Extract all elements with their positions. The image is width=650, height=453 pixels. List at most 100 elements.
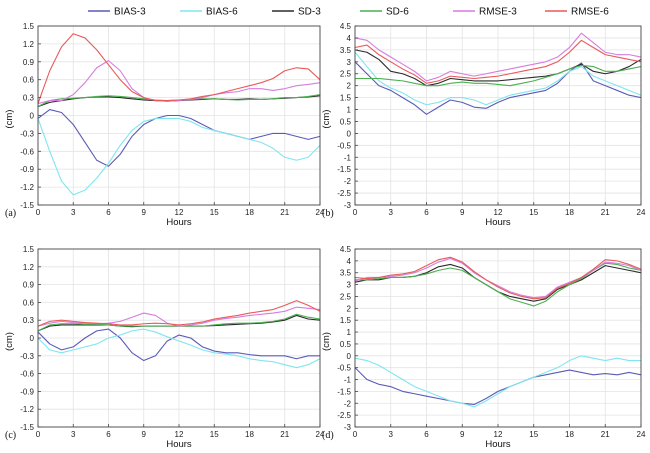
x-tick-label: 24 xyxy=(316,430,325,439)
x-axis-label: Hours xyxy=(166,217,192,228)
y-tick-label: -1.5 xyxy=(20,423,34,432)
y-tick-label: 1.5 xyxy=(340,94,352,103)
chart-panel-c: 0 3 6 9 12 15 18 21 24 1.5 1.2 0.9 0.6 0.3 0 -0.3 -0.6 -0… xyxy=(4,245,325,450)
y-tick-label: 1 xyxy=(347,328,352,337)
y-tick-label: 4 xyxy=(347,257,352,266)
y-tick-label: 0.6 xyxy=(23,76,35,85)
y-tick-label: 0.9 xyxy=(23,281,35,290)
chart-panel-b: 0 3 6 9 12 15 18 21 24 4.5 4 3.5 3 2.5 2 1.5 1 0.5 0 -0.5 -1… xyxy=(321,22,646,228)
y-tick-label: -0.3 xyxy=(20,352,34,361)
y-tick-label: -1.5 xyxy=(337,387,351,396)
series-line-rmse-3 xyxy=(37,60,321,105)
y-tick-label: 2 xyxy=(347,304,352,313)
y-tick-label: 0.3 xyxy=(23,316,35,325)
y-tick-label: -0.9 xyxy=(20,387,34,396)
legend-label-bias-6: BIAS-6 xyxy=(206,7,238,18)
x-tick-label: 21 xyxy=(601,430,610,439)
series-line-bias-3 xyxy=(37,328,321,362)
y-tick-label: -1 xyxy=(344,376,352,385)
y-tick-label: 4 xyxy=(347,34,352,43)
x-tick-label: 9 xyxy=(460,430,465,439)
legend-label-sd-6: SD-6 xyxy=(386,7,409,18)
x-tick-label: 3 xyxy=(71,430,76,439)
panel-label: (b) xyxy=(322,208,334,219)
x-tick-label: 21 xyxy=(280,208,289,217)
x-tick-label: 18 xyxy=(245,430,254,439)
x-tick-label: 18 xyxy=(565,430,574,439)
chart-panel-d: 0 3 6 9 12 15 18 21 24 4.5 4 3.5 3 2.5 2 1.5 1 0.5 0 -0.5 -1… xyxy=(321,245,646,450)
series-line-rmse-3 xyxy=(37,306,321,327)
x-tick-label: 24 xyxy=(637,430,646,439)
x-tick-label: 12 xyxy=(175,430,184,439)
x-tick-label: 24 xyxy=(637,208,646,217)
series-line-bias-6 xyxy=(37,117,321,196)
legend-label-rmse-6: RMSE-6 xyxy=(571,7,609,18)
series-line-bias-3 xyxy=(354,367,642,406)
x-tick-label: 18 xyxy=(245,208,254,217)
y-tick-label: -0.5 xyxy=(337,141,351,150)
x-tick-label: 15 xyxy=(529,208,538,217)
y-tick-label: -1.5 xyxy=(20,201,34,210)
panel-label: (d) xyxy=(322,430,334,441)
y-tick-label: -0.9 xyxy=(20,165,34,174)
series-line-rmse-3 xyxy=(354,257,642,299)
series-line-rmse-6 xyxy=(37,300,321,327)
y-tick-label: -1.2 xyxy=(20,405,34,414)
y-tick-label: 3.5 xyxy=(340,269,352,278)
y-tick-label: 0 xyxy=(30,112,35,121)
y-tick-label: 0 xyxy=(30,334,35,343)
x-tick-label: 6 xyxy=(106,208,111,217)
x-tick-label: 0 xyxy=(36,430,41,439)
y-tick-label: 3.5 xyxy=(340,46,352,55)
x-tick-label: 21 xyxy=(601,208,610,217)
y-tick-label: 4.5 xyxy=(340,22,352,31)
y-tick-label: 0.5 xyxy=(340,117,352,126)
x-tick-label: 6 xyxy=(424,430,429,439)
x-tick-label: 0 xyxy=(353,430,358,439)
x-tick-label: 12 xyxy=(494,430,503,439)
series-line-rmse-6 xyxy=(37,33,321,105)
y-tick-label: 0.5 xyxy=(340,340,352,349)
x-tick-label: 15 xyxy=(529,430,538,439)
panel-label: (a) xyxy=(5,208,16,219)
y-tick-label: 0.3 xyxy=(23,94,35,103)
y-tick-label: -2.5 xyxy=(337,411,351,420)
x-tick-label: 3 xyxy=(389,430,394,439)
panel-label: (c) xyxy=(5,430,16,441)
y-tick-label: -2 xyxy=(344,399,352,408)
chart-panel-a: 0 3 6 9 12 15 18 21 24 1.5 1.2 0.9 0.6 0.3 0 -0.3 -0.6 -0… xyxy=(4,22,325,228)
y-tick-label: 1.5 xyxy=(23,245,35,254)
x-tick-label: 0 xyxy=(36,208,41,217)
x-tick-label: 3 xyxy=(389,208,394,217)
legend: BIAS-3 BIAS-6 SD-3 SD-6 RMSE-3 RMSE-6 xyxy=(88,7,609,18)
series-line-rmse-3 xyxy=(354,32,642,82)
x-tick-label: 12 xyxy=(494,208,503,217)
x-tick-label: 21 xyxy=(280,430,289,439)
x-tick-label: 6 xyxy=(424,208,429,217)
series-line-sd-6 xyxy=(354,64,642,87)
series-line-rmse-6 xyxy=(354,256,642,300)
x-tick-label: 0 xyxy=(353,208,358,217)
chart-panels: 0 3 6 9 12 15 18 21 241.51.20.90.60.30-0.3-0.6-0… xyxy=(4,22,646,450)
x-tick-label: 15 xyxy=(210,208,219,217)
series-line-bias-3 xyxy=(37,108,321,167)
y-tick-label: 0 xyxy=(347,352,352,361)
y-tick-label: -0.3 xyxy=(20,129,34,138)
series-line-rmse-6 xyxy=(354,39,642,84)
x-tick-label: 9 xyxy=(142,430,147,439)
y-tick-label: 4.5 xyxy=(340,245,352,254)
y-axis-label: (cm) xyxy=(4,332,15,351)
series-line-bias-6 xyxy=(37,328,321,369)
y-tick-label: -3 xyxy=(344,423,352,432)
legend-label-sd-3: SD-3 xyxy=(298,7,321,18)
y-tick-label: 0.6 xyxy=(23,298,35,307)
y-tick-label: 2 xyxy=(347,82,352,91)
series-line-bias-3 xyxy=(354,61,642,115)
y-tick-label: 2.5 xyxy=(340,292,352,301)
x-tick-label: 18 xyxy=(565,208,574,217)
series-line-sd-3 xyxy=(354,49,642,87)
legend-label-bias-3: BIAS-3 xyxy=(114,7,146,18)
x-axis-label: Hours xyxy=(485,217,511,228)
x-tick-label: 12 xyxy=(175,208,184,217)
